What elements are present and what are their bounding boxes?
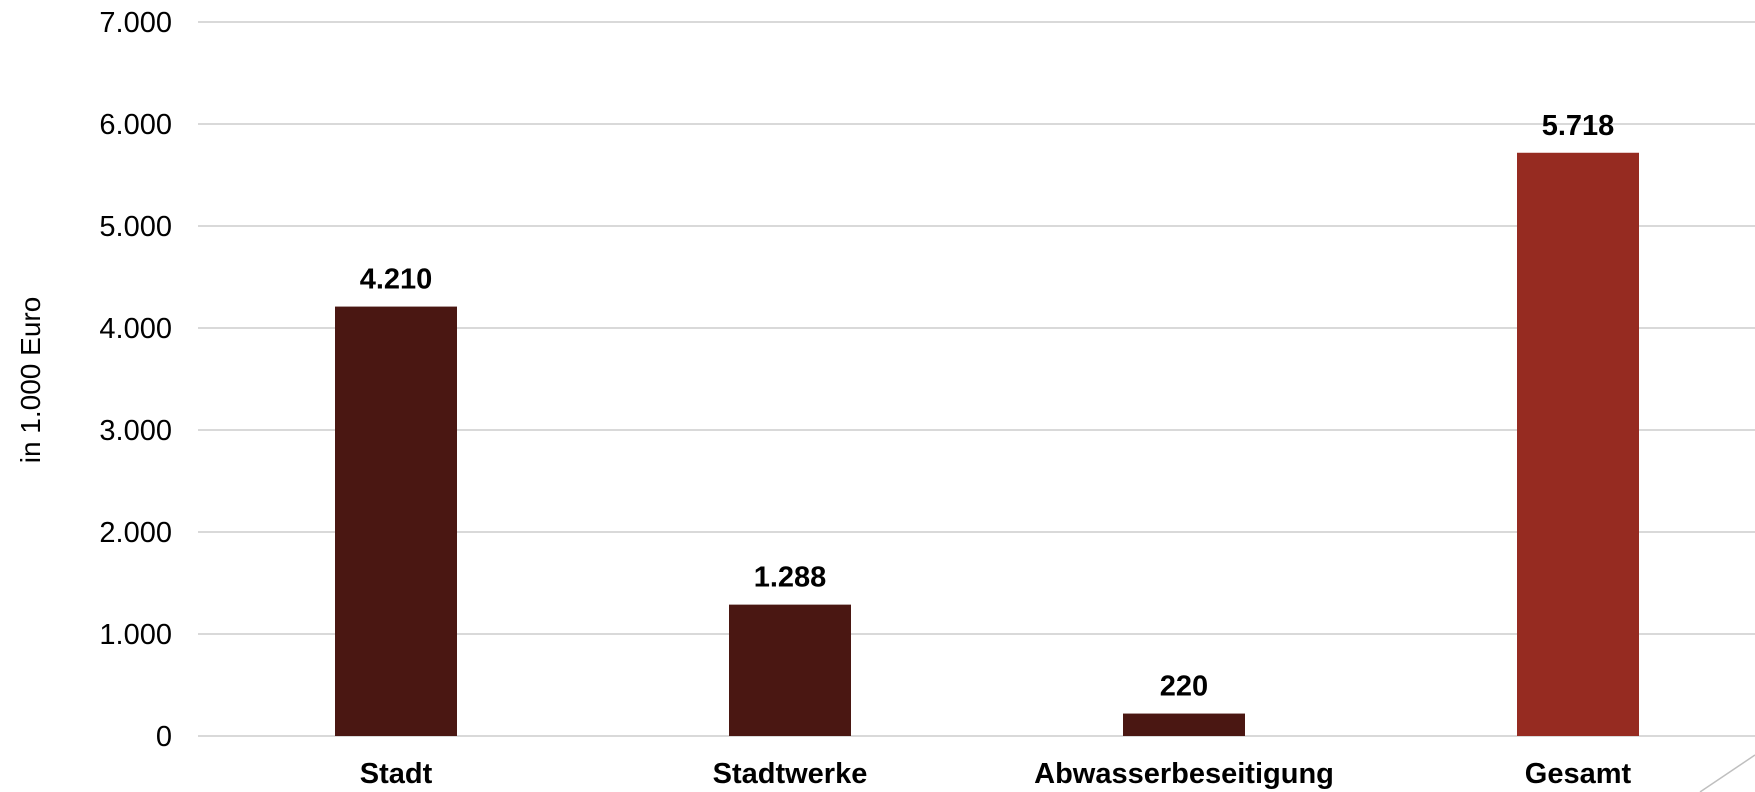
bars [335,152,1639,736]
y-tick-label: 1.000 [99,619,172,651]
data-label: 5.718 [1542,110,1615,142]
y-axis-ticks: 0 1.000 2.000 3.000 4.000 5.000 6.000 7.000 [99,7,172,753]
corner-decoration-line [1699,754,1755,792]
y-tick-label: 5.000 [99,211,172,243]
bar-abwasserbeseitigung [1123,713,1245,736]
bar-gesamt [1517,152,1639,736]
y-tick-label: 3.000 [99,415,172,447]
bar-stadtwerke [729,604,851,736]
category-label: Gesamt [1525,758,1632,790]
data-label: 1.288 [754,562,827,594]
y-tick-label: 7.000 [99,7,172,39]
category-label: Stadtwerke [713,758,868,790]
gridlines [198,21,1755,737]
category-label: Stadt [360,758,433,790]
data-label: 4.210 [360,264,433,296]
x-axis-categories: Stadt Stadtwerke Abwasserbeseitigung Gesamt [360,758,1632,790]
data-labels: 4.210 1.288 220 5.718 [360,110,1615,703]
category-label: Abwasserbeseitigung [1034,758,1334,790]
bar-stadt [335,306,457,736]
data-label: 220 [1160,671,1208,703]
y-tick-label: 2.000 [99,517,172,549]
y-tick-label: 6.000 [99,109,172,141]
y-tick-label: 0 [156,721,172,753]
y-tick-label: 4.000 [99,313,172,345]
y-axis-title: in 1.000 Euro [15,297,46,464]
